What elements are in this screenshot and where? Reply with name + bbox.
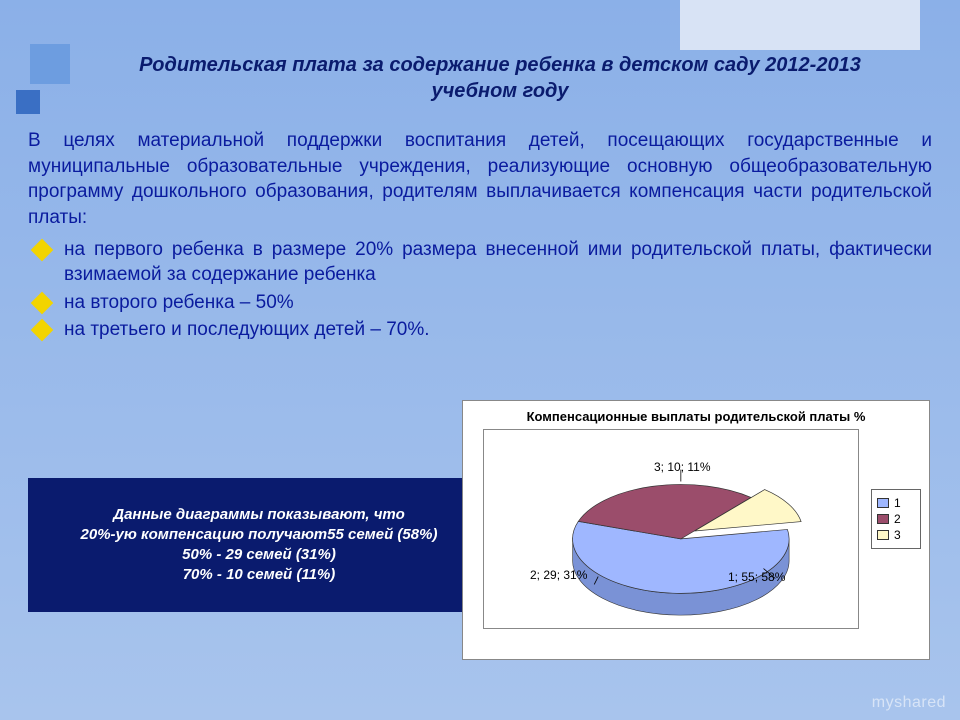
legend-item: 2: [877, 512, 915, 526]
bullet-item: на третьего и последующих детей – 70%.: [28, 317, 932, 343]
chart-title: Компенсационные выплаты родительской пла…: [463, 401, 929, 429]
caption-line: 50% - 29 семей (31%): [38, 545, 480, 565]
slice-label-3: 3; 10; 11%: [654, 460, 710, 474]
decor-block-left-2: [16, 90, 40, 114]
bullet-text: на второго ребенка – 50%: [64, 290, 932, 316]
bullet-item: на второго ребенка – 50%: [28, 290, 932, 316]
decor-block-top: [680, 0, 920, 50]
legend-swatch-1: [877, 498, 889, 508]
legend-label: 3: [894, 528, 901, 542]
decor-block-left-1: [30, 44, 70, 84]
legend-item: 3: [877, 528, 915, 542]
diamond-icon: [31, 319, 54, 342]
legend-swatch-2: [877, 514, 889, 524]
intro-paragraph: В целях материальной поддержки воспитани…: [28, 128, 932, 231]
bullet-item: на первого ребенка в размере 20% размера…: [28, 237, 932, 288]
bullet-list: на первого ребенка в размере 20% размера…: [28, 237, 932, 344]
chart-body: 3; 10; 11% 2; 29; 31% 1; 55; 58% 1 2 3: [463, 429, 929, 629]
diamond-icon: [31, 292, 54, 315]
caption-line: 70% - 10 семей (11%): [38, 565, 480, 585]
plot-area: 3; 10; 11% 2; 29; 31% 1; 55; 58%: [483, 429, 859, 629]
caption-line: 20%-ую компенсацию получают55 семей (58%…: [38, 525, 480, 545]
diamond-icon: [31, 238, 54, 261]
bullet-text: на первого ребенка в размере 20% размера…: [64, 237, 932, 288]
bullet-text: на третьего и последующих детей – 70%.: [64, 317, 932, 343]
watermark: myshared: [872, 694, 946, 712]
caption-line: Данные диаграммы показывают, что: [38, 505, 480, 525]
chart-legend: 1 2 3: [871, 489, 921, 549]
legend-label: 2: [894, 512, 901, 526]
body-text: В целях материальной поддержки воспитани…: [28, 128, 932, 343]
legend-label: 1: [894, 496, 901, 510]
legend-swatch-3: [877, 530, 889, 540]
slice-label-2: 2; 29; 31%: [530, 568, 587, 582]
slice-label-1: 1; 55; 58%: [728, 570, 785, 584]
chart-caption-box: Данные диаграммы показывают, что 20%-ую …: [28, 478, 490, 612]
legend-item: 1: [877, 496, 915, 510]
slide-title: Родительская плата за содержание ребенка…: [100, 52, 900, 104]
chart-panel: Компенсационные выплаты родительской пла…: [462, 400, 930, 660]
